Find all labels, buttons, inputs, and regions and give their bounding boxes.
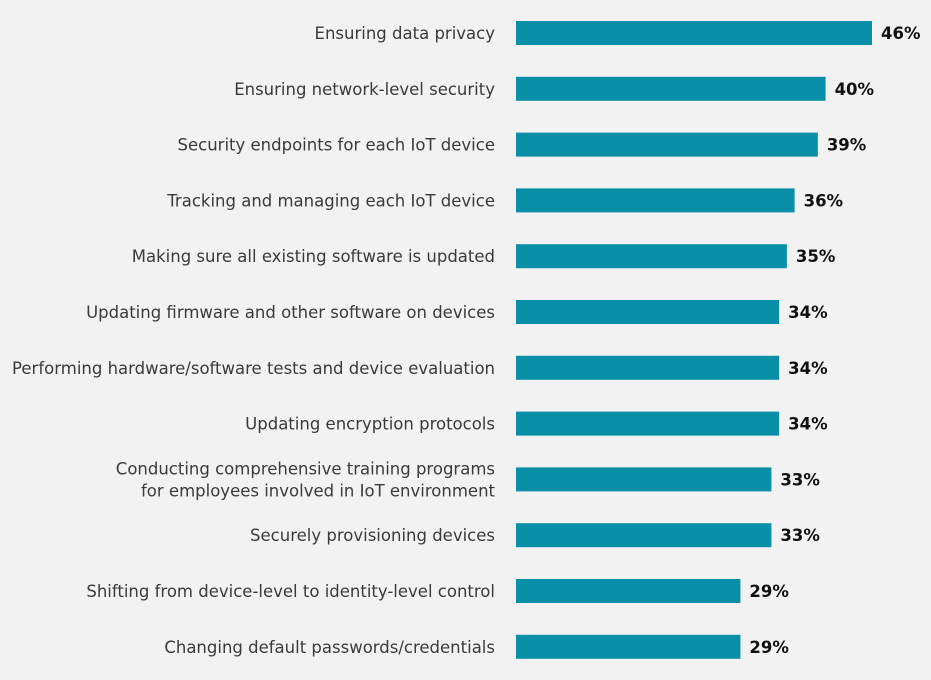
bar-row: Securely provisioning devices 33% bbox=[250, 523, 820, 548]
category-label: Conducting comprehensive training progra… bbox=[116, 459, 496, 500]
bar-row: Security endpoints for each IoT device 39… bbox=[178, 132, 867, 157]
category-label-line: Ensuring network-level security bbox=[234, 80, 495, 99]
bar-row: Ensuring data privacy 46% bbox=[315, 21, 921, 45]
value-label: 34% bbox=[788, 415, 828, 434]
category-label-line: Conducting comprehensive training progra… bbox=[116, 459, 495, 478]
category-label: Making sure all existing software is upd… bbox=[132, 247, 495, 266]
bar bbox=[516, 411, 780, 436]
bar bbox=[516, 21, 872, 45]
value-label: 33% bbox=[780, 470, 820, 489]
value-label: 29% bbox=[749, 638, 789, 657]
bar-row: Making sure all existing software is upd… bbox=[132, 244, 836, 269]
category-label-line: Updating firmware and other software on … bbox=[86, 303, 495, 322]
bar bbox=[516, 467, 772, 492]
category-label: Updating firmware and other software on … bbox=[86, 303, 495, 322]
bar bbox=[516, 355, 780, 380]
category-label-line: Tracking and managing each IoT device bbox=[166, 191, 495, 210]
bar bbox=[516, 634, 741, 659]
bar-row: Updating firmware and other software on … bbox=[86, 300, 828, 324]
value-label: 34% bbox=[788, 303, 828, 322]
category-label: Updating encryption protocols bbox=[245, 415, 495, 434]
value-label: 34% bbox=[788, 359, 828, 378]
category-label: Securely provisioning devices bbox=[250, 526, 495, 545]
bar-row: Ensuring network-level security 40% bbox=[234, 76, 875, 101]
category-label: Ensuring data privacy bbox=[315, 24, 496, 43]
bar bbox=[516, 300, 780, 324]
bar-row: Updating encryption protocols 34% bbox=[245, 411, 828, 436]
category-label: Changing default passwords/credentials bbox=[164, 638, 495, 657]
value-label: 35% bbox=[796, 247, 836, 266]
category-label-line: Ensuring data privacy bbox=[315, 24, 496, 43]
value-label: 33% bbox=[780, 526, 820, 545]
category-label: Shifting from device-level to identity-l… bbox=[86, 582, 495, 601]
bar bbox=[516, 523, 772, 548]
category-label-line: Security endpoints for each IoT device bbox=[178, 136, 495, 155]
value-label: 39% bbox=[827, 136, 867, 155]
bar bbox=[516, 244, 787, 269]
bar bbox=[516, 579, 741, 603]
value-label: 46% bbox=[881, 24, 921, 43]
category-label: Security endpoints for each IoT device bbox=[178, 136, 495, 155]
bar-row: Tracking and managing each IoT device 36% bbox=[166, 188, 844, 213]
bar bbox=[516, 132, 818, 157]
bar-row: Changing default passwords/credentials 29… bbox=[164, 634, 789, 659]
bar bbox=[516, 188, 795, 213]
bar bbox=[516, 76, 826, 101]
category-label: Performing hardware/software tests and d… bbox=[12, 359, 495, 378]
category-label-line: Changing default passwords/credentials bbox=[164, 638, 495, 657]
category-label-line: Performing hardware/software tests and d… bbox=[12, 359, 495, 378]
category-label-line: Updating encryption protocols bbox=[245, 415, 495, 434]
value-label: 40% bbox=[835, 80, 875, 99]
bar-row: Shifting from device-level to identity-l… bbox=[86, 579, 789, 603]
value-label: 29% bbox=[749, 582, 789, 601]
category-label-line: Making sure all existing software is upd… bbox=[132, 247, 495, 266]
value-label: 36% bbox=[804, 191, 844, 210]
bar-row: Conducting comprehensive training progra… bbox=[116, 459, 821, 500]
category-label-line: for employees involved in IoT environmen… bbox=[141, 481, 496, 500]
category-label-line: Shifting from device-level to identity-l… bbox=[86, 582, 495, 601]
category-label-line: Securely provisioning devices bbox=[250, 526, 495, 545]
bar-row: Performing hardware/software tests and d… bbox=[12, 355, 828, 380]
category-label: Tracking and managing each IoT device bbox=[166, 191, 495, 210]
category-label: Ensuring network-level security bbox=[234, 80, 495, 99]
